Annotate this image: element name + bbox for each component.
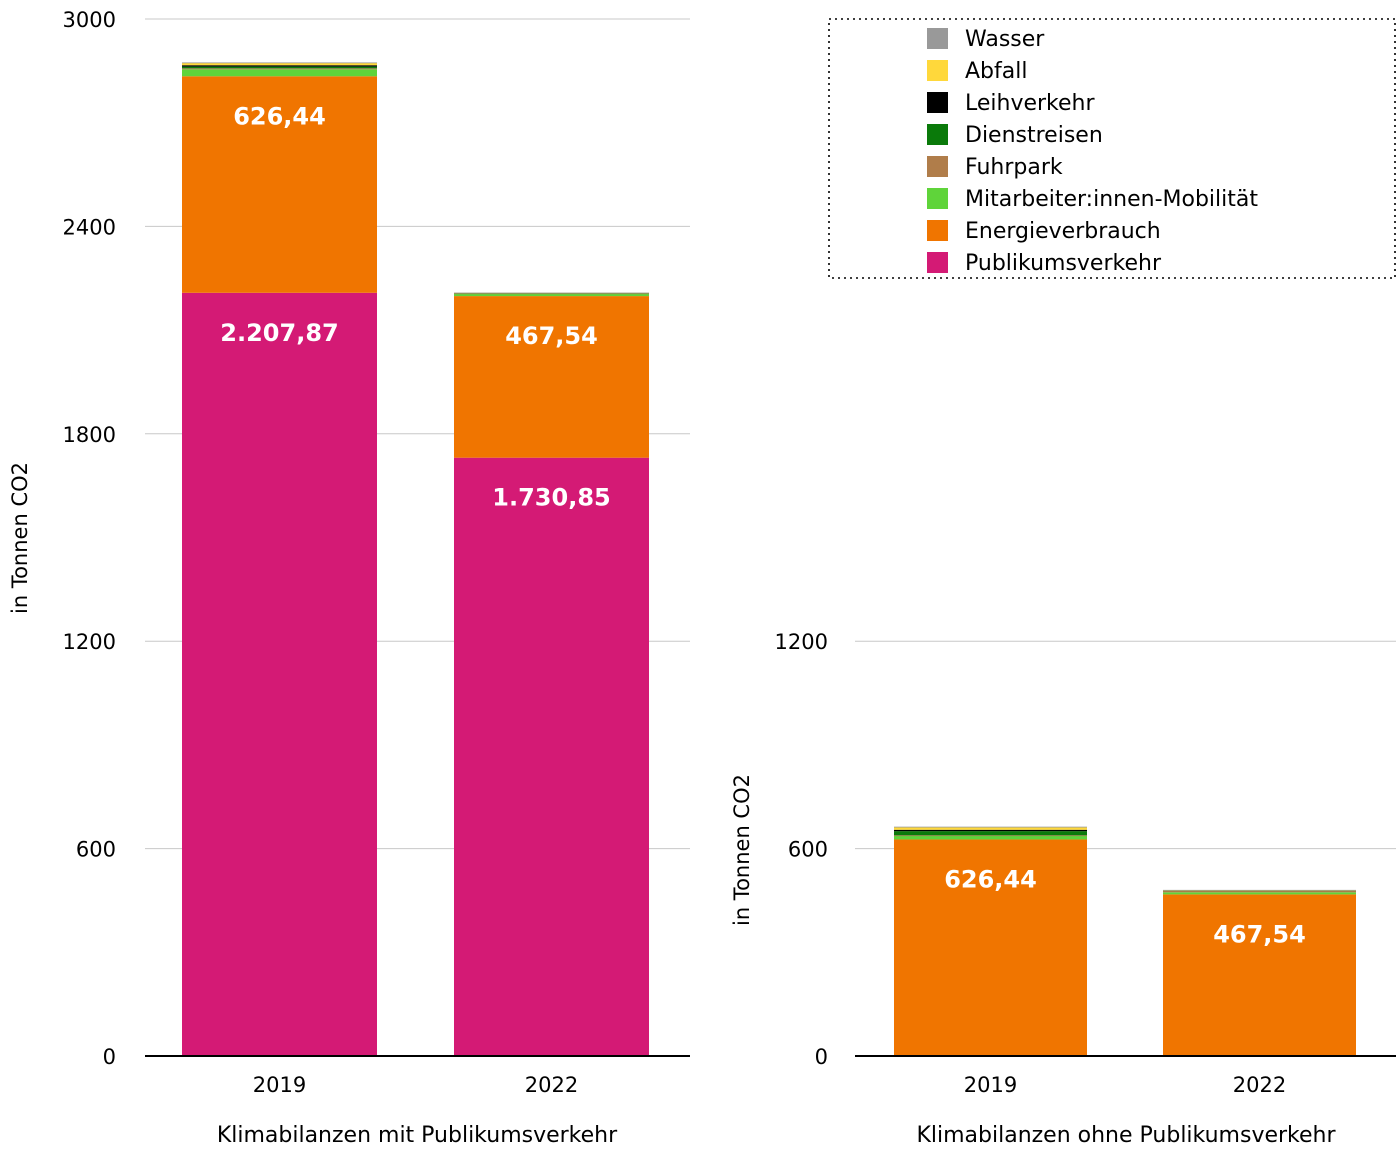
bar-segment-abfall-2019 bbox=[182, 62, 377, 66]
data-label: 2.207,87 bbox=[220, 319, 338, 347]
y-tick-label: 600 bbox=[788, 838, 828, 862]
legend-label: Publikumsverkehr bbox=[965, 251, 1162, 276]
bar-segment-mitarbeiter-innen-mobilit-t-2019 bbox=[182, 69, 377, 77]
bar-segment-mitarbeiter-innen-mobilit-t-2019 bbox=[894, 836, 1087, 840]
y-tick-label: 600 bbox=[76, 838, 116, 862]
y-tick-label: 1200 bbox=[775, 630, 828, 654]
bar-segment-fuhrpark-2022 bbox=[1163, 890, 1356, 893]
legend-border bbox=[828, 18, 1396, 279]
bar-segment-wasser-2022 bbox=[1163, 889, 1356, 891]
x-tick-label: 2019 bbox=[964, 1073, 1017, 1097]
y-tick-label: 1800 bbox=[63, 423, 116, 447]
chart-1: 0 600 1200 1800 2400 3000 2.207,87 626,44 2019 1.… bbox=[8, 8, 690, 1148]
x-tick-label: 2019 bbox=[253, 1073, 306, 1097]
legend-swatch bbox=[927, 60, 948, 81]
y-tick-label: 2400 bbox=[63, 215, 116, 239]
data-label: 467,54 bbox=[505, 322, 598, 350]
bar-segment-dienstreisen-2019 bbox=[182, 66, 377, 69]
x-axis-title: Klimabilanzen ohne Publikumsverkehr bbox=[916, 1123, 1336, 1144]
bar-segment-leihverkehr-2019 bbox=[182, 65, 377, 67]
bar-segment-fuhrpark-2019 bbox=[894, 835, 1087, 837]
bar-segment-publikumsverkehr-2019 bbox=[182, 292, 377, 1056]
legend-label: Fuhrpark bbox=[965, 155, 1063, 180]
legend-label: Abfall bbox=[965, 59, 1027, 84]
x-axis-title: Klimabilanzen mit Publikumsverkehr bbox=[217, 1123, 618, 1144]
y-axis-title: in Tonnen CO2 bbox=[730, 774, 754, 926]
data-label: 467,54 bbox=[1213, 920, 1306, 948]
data-label: 1.730,85 bbox=[492, 484, 610, 512]
bar-segment-leihverkehr-2019 bbox=[894, 829, 1087, 832]
legend-swatch bbox=[927, 28, 948, 49]
legend-swatch bbox=[927, 124, 948, 145]
y-axis-title: in Tonnen CO2 bbox=[8, 462, 32, 614]
legend-label: Energieverbrauch bbox=[965, 219, 1161, 244]
y-tick-label: 0 bbox=[815, 1045, 828, 1069]
bar-segment-dienstreisen-2019 bbox=[894, 831, 1087, 836]
data-label: 626,44 bbox=[944, 865, 1037, 893]
bar-segment-energieverbrauch-2022 bbox=[454, 296, 649, 458]
legend-swatch bbox=[927, 156, 948, 177]
legend-label: Mitarbeiter:innen-Mobilität bbox=[965, 187, 1258, 212]
bar-segment-wasser-2019 bbox=[182, 62, 377, 64]
chart-2: 0 600 1200 626,44 2019 467,54 2022 in Tonnen CO… bbox=[730, 630, 1396, 1148]
legend-label: Leihverkehr bbox=[965, 91, 1095, 116]
y-tick-label: 1200 bbox=[63, 630, 116, 654]
legend-label: Wasser bbox=[965, 27, 1045, 52]
legend-swatch bbox=[927, 92, 948, 113]
data-label: 626,44 bbox=[233, 102, 326, 130]
x-tick-label: 2022 bbox=[525, 1073, 578, 1097]
legend-swatch bbox=[927, 252, 948, 273]
y-tick-label: 3000 bbox=[63, 8, 116, 32]
bar-segment-abfall-2019 bbox=[894, 827, 1087, 830]
bar-segment-energieverbrauch-2022 bbox=[1163, 894, 1356, 1056]
bar-segment-publikumsverkehr-2022 bbox=[454, 457, 649, 1056]
legend-swatch bbox=[927, 188, 948, 209]
legend-label: Dienstreisen bbox=[965, 123, 1103, 148]
bar-segment-energieverbrauch-2019 bbox=[894, 839, 1087, 1056]
bar-segment-wasser-2019 bbox=[894, 826, 1087, 828]
legend: Wasser Abfall Leihverkehr Dienstreisen Fuhrp… bbox=[828, 18, 1396, 279]
bar-segment-mitarbeiter-innen-mobilit-t-2022 bbox=[454, 294, 649, 297]
y-tick-label: 0 bbox=[103, 1045, 116, 1069]
bar-segment-mitarbeiter-innen-mobilit-t-2022 bbox=[1163, 892, 1356, 895]
legend-swatch bbox=[927, 220, 948, 241]
bar-segment-energieverbrauch-2019 bbox=[182, 76, 377, 293]
x-tick-label: 2022 bbox=[1233, 1073, 1286, 1097]
bar-segment-fuhrpark-2019 bbox=[182, 68, 377, 70]
bar-segment-wasser-2022 bbox=[454, 292, 649, 294]
